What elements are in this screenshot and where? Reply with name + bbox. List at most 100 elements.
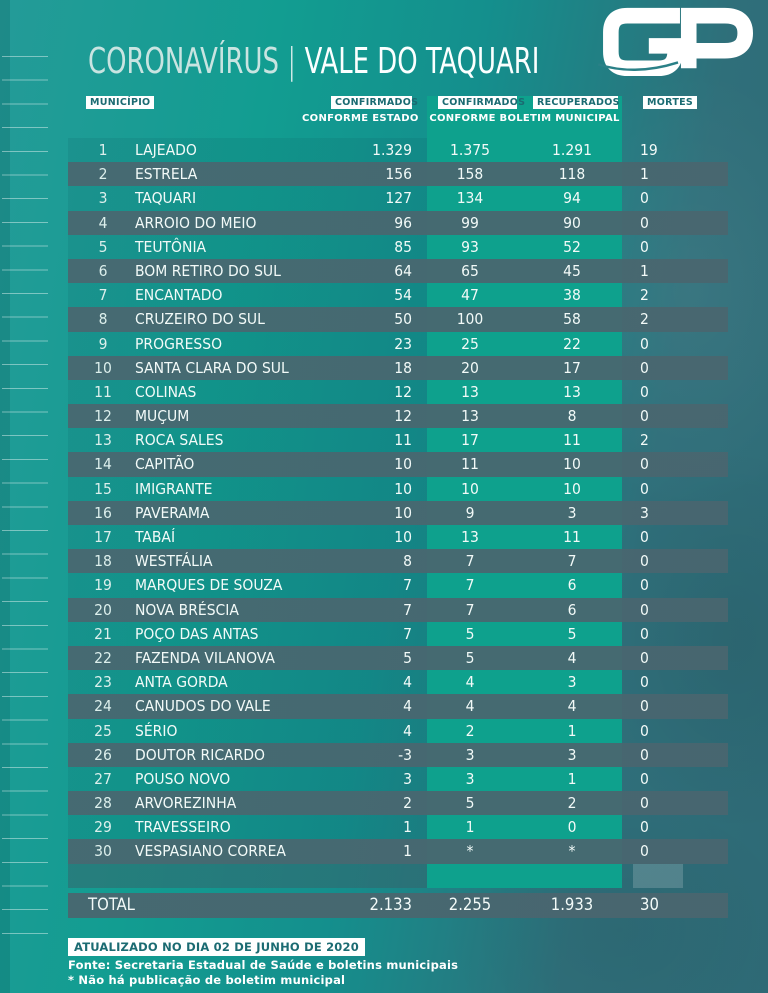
row-deaths: 0 [640,648,649,667]
row-rank: 2 [98,165,108,184]
row-confirmed-state: -3 [398,745,412,764]
table-row: 30 VESPASIANO CORREA 1 * * 0 [0,839,768,864]
table-row: 11 COLINAS 12 13 13 0 [0,379,768,405]
row-deaths: 0 [640,334,649,353]
row-recovered: 8 [567,407,577,426]
title-coronavirus: CORONAVÍRUS [88,41,279,82]
row-municipality: TAQUARI [135,189,197,208]
table-row: 16 PAVERAMA 10 9 3 3 [0,500,768,525]
row-confirmed-municipal: 47 [461,286,479,305]
empty-spacer-row [0,863,768,888]
row-confirmed-municipal: 3 [465,769,475,788]
row-confirmed-municipal: 1.375 [450,141,490,159]
row-confirmed-municipal: 7 [465,600,475,619]
row-municipality: ANTA GORDA [135,673,228,692]
table-row: 23 ANTA GORDA 4 4 3 0 [0,670,768,695]
row-confirmed-state: 54 [394,286,412,305]
row-deaths: 2 [640,431,649,450]
table-row: 14 CAPITÃO 10 11 10 0 [0,452,768,477]
row-confirmed-municipal: 134 [456,189,484,208]
row-recovered: 38 [563,286,581,305]
row-rank: 5 [98,237,108,256]
row-municipality: TRAVESSEIRO [135,818,231,837]
row-recovered: 22 [563,334,581,353]
col-header-mortes: MORTES [643,96,698,109]
row-municipality: CRUZEIRO DO SUL [135,310,265,329]
row-confirmed-state: 10 [394,479,412,498]
row-municipality: POUSO NOVO [135,769,231,788]
row-rank: 25 [94,721,112,740]
row-confirmed-state: 85 [394,237,412,256]
row-recovered: 6 [567,576,577,595]
title-divider: | [286,41,297,82]
table-row: 2 ESTRELA 156 158 118 1 [0,162,768,187]
row-deaths: 1 [640,165,649,184]
col-header-municipio: MUNICÍPIO [86,96,155,109]
table-row: 18 WESTFÁLIA 8 7 7 0 [0,549,768,574]
row-municipality: TEUTÔNIA [135,237,207,256]
row-confirmed-municipal: 13 [461,528,479,546]
row-municipality: TABAÍ [135,528,176,546]
row-confirmed-state: 127 [385,189,412,208]
row-confirmed-municipal: 99 [461,213,479,232]
title-region: VALE DO TAQUARI [304,41,540,82]
row-deaths: 0 [640,528,649,546]
table-row: 1 LAJEADO 1.329 1.375 1.291 19 [0,138,768,163]
row-confirmed-state: 18 [394,358,412,377]
row-recovered: 4 [567,697,577,716]
row-confirmed-state: 64 [394,261,412,280]
row-confirmed-state: 4 [403,673,412,692]
row-confirmed-state: 1 [403,818,412,837]
row-confirmed-municipal: 5 [465,794,475,813]
row-municipality: BOM RETIRO DO SUL [135,261,281,280]
row-confirmed-municipal: 100 [456,310,484,329]
row-rank: 16 [94,503,112,522]
row-deaths: 0 [640,479,649,498]
row-municipality: MARQUES DE SOUZA [135,576,283,595]
row-confirmed-state: 156 [385,165,412,184]
row-rank: 14 [94,455,112,474]
col-header-confirmados-estado: CONFIRMADOS [331,96,418,109]
row-deaths: 2 [640,286,649,305]
gp-logo [596,4,762,78]
table-row: 10 SANTA CLARA DO SUL 18 20 17 0 [0,355,768,380]
row-confirmed-municipal: 3 [465,745,475,764]
row-rank: 20 [94,600,112,619]
row-rank: 7 [98,286,108,305]
row-confirmed-state: 10 [394,503,412,522]
row-rank: 17 [94,528,112,546]
row-confirmed-municipal: 158 [456,165,484,184]
row-rank: 23 [94,673,112,692]
row-deaths: 0 [640,600,649,619]
row-confirmed-municipal: 25 [461,334,479,353]
row-recovered: 94 [563,189,581,208]
row-municipality: CANUDOS DO VALE [135,697,271,716]
col-subheader-estado: CONFORME ESTADO [302,113,419,124]
row-confirmed-municipal: 7 [465,576,475,595]
table-row: 3 TAQUARI 127 134 94 0 [0,186,768,211]
row-recovered: 10 [563,479,581,498]
row-rank: 22 [94,648,112,667]
row-recovered: 52 [563,237,581,256]
row-recovered: * [568,842,576,861]
total-deaths: 30 [640,895,659,914]
row-municipality: ESTRELA [135,165,198,184]
row-municipality: FAZENDA VILANOVA [135,648,275,667]
row-rank: 9 [98,334,108,353]
row-confirmed-state: 3 [403,769,412,788]
row-confirmed-state: 23 [394,334,412,353]
updated-date-badge: ATUALIZADO NO DIA 02 DE JUNHO DE 2020 [68,938,365,956]
total-confirmed-municipal: 2.255 [448,895,492,914]
row-municipality: MUÇUM [135,407,190,426]
col-header-recuperados: RECUPERADOS [533,96,619,109]
total-recovered: 1.933 [550,895,594,914]
row-rank: 18 [94,552,112,571]
row-recovered: 17 [563,358,581,377]
row-rank: 11 [94,382,112,401]
row-confirmed-state: 7 [403,600,412,619]
row-deaths: 2 [640,310,649,329]
row-municipality: IMIGRANTE [135,479,213,498]
row-municipality: NOVA BRÉSCIA [135,600,239,619]
row-deaths: 0 [640,407,649,426]
row-confirmed-municipal: 5 [465,648,475,667]
